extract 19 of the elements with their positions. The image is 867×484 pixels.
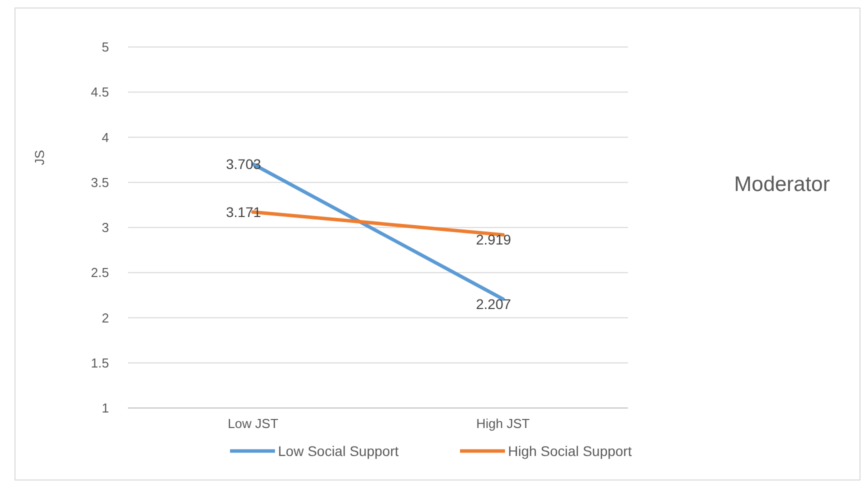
legend-label: Low Social Support (278, 442, 399, 459)
data-label: 3.171 (226, 204, 262, 220)
y-tick-label: 3.5 (90, 174, 109, 190)
y-tick-label: 1 (102, 400, 109, 416)
y-tick-label: 2 (102, 310, 109, 326)
data-label: 2.207 (476, 296, 512, 312)
data-label: 3.703 (226, 156, 262, 172)
y-tick-label: 4 (102, 130, 109, 145)
y-tick-label: 1.5 (90, 355, 109, 370)
y-tick-label: 3 (102, 220, 109, 236)
text: Moderator (734, 173, 830, 196)
data-label: 2.919 (476, 232, 512, 248)
x-tick-label: Low JST (228, 416, 278, 431)
legend-label: High Social Support (508, 442, 632, 459)
y-tick-label: 2.5 (90, 265, 109, 280)
x-tick-label: High JST (476, 416, 530, 431)
y-tick-label: 4.5 (90, 84, 109, 100)
y-axis-title: JS (32, 150, 47, 166)
y-tick-label: 5 (102, 40, 109, 55)
